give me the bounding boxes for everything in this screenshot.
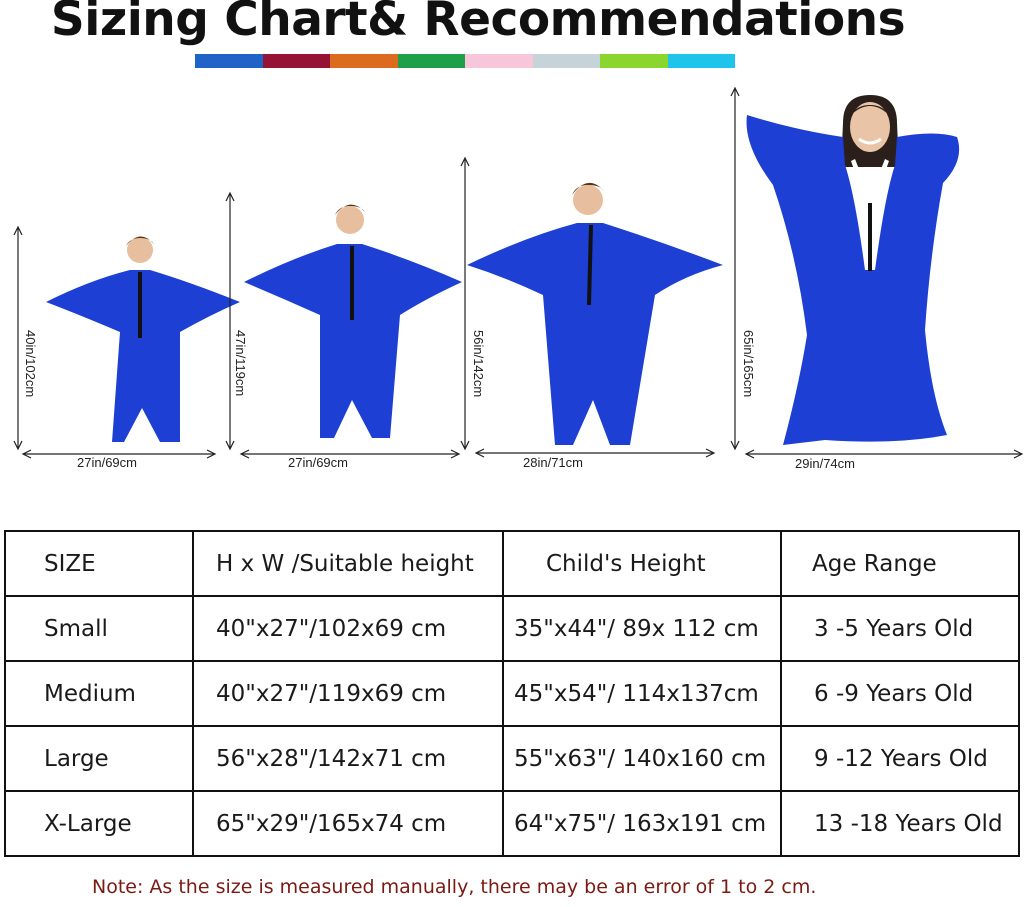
- height-label-x-large: 65in/165cm: [741, 330, 756, 398]
- table-row: Large 56"x28"/142x71 cm 55"x63"/ 140x160…: [4, 725, 1020, 792]
- header-hxw: H x W /Suitable height: [192, 530, 504, 597]
- cell-child-height: 35"x44"/ 89x 112 cm: [502, 595, 782, 662]
- cell-hxw: 56"x28"/142x71 cm: [192, 725, 504, 792]
- size-figures: 40in/102cm 27in/69cm 47in/119cm 27in/69c…: [13, 86, 1024, 471]
- sensory-suit: [746, 115, 960, 445]
- cell-age-range: 6 -9 Years Old: [780, 660, 1020, 727]
- swatch-orange: [330, 54, 398, 68]
- cell-child-height: 64"x75"/ 163x191 cm: [502, 790, 782, 857]
- cell-child-height: 45"x54"/ 114x137cm: [502, 660, 782, 727]
- figure-x-large: [730, 86, 1024, 459]
- height-label-small: 40in/102cm: [23, 330, 38, 398]
- table-header-row: SIZE H x W /Suitable height Child's Heig…: [4, 530, 1020, 597]
- child-head: [573, 185, 603, 215]
- header-age-range: Age Range: [780, 530, 1020, 597]
- figure-large: [460, 156, 723, 458]
- swatch-lime: [600, 54, 668, 68]
- cell-size: X-Large: [4, 790, 194, 857]
- cell-age-range: 9 -12 Years Old: [780, 725, 1020, 792]
- swatch-gray: [532, 54, 600, 68]
- width-label-medium: 27in/69cm: [288, 455, 348, 470]
- size-table: SIZE H x W /Suitable height Child's Heig…: [4, 530, 1020, 857]
- figure-medium: [225, 191, 462, 459]
- page-title: Sizing Chart& Recommendations: [50, 0, 906, 47]
- height-label-large: 56in/142cm: [471, 330, 486, 398]
- swatch-maroon: [262, 54, 330, 68]
- sensory-suit: [467, 223, 723, 445]
- cell-size: Medium: [4, 660, 194, 727]
- header-size: SIZE: [4, 530, 194, 597]
- swatch-green: [397, 54, 465, 68]
- child-head: [336, 206, 364, 234]
- measurement-note: Note: As the size is measured manually, …: [92, 876, 817, 898]
- table-row: Small 40"x27"/102x69 cm 35"x44"/ 89x 112…: [4, 595, 1020, 662]
- table-row: X-Large 65"x29"/165x74 cm 64"x75"/ 163x1…: [4, 790, 1020, 857]
- color-swatch-bar: [195, 54, 735, 68]
- cell-child-height: 55"x63"/ 140x160 cm: [502, 725, 782, 792]
- sensory-suit: [46, 270, 240, 442]
- cell-size: Small: [4, 595, 194, 662]
- width-label-x-large: 29in/74cm: [795, 456, 855, 471]
- width-label-large: 28in/71cm: [523, 455, 583, 470]
- child-head: [127, 237, 153, 263]
- swatch-blue: [195, 54, 263, 68]
- header-child-height: Child's Height: [502, 530, 782, 597]
- swatch-pink: [465, 54, 533, 68]
- figure-small: [13, 225, 240, 459]
- cell-hxw: 40"x27"/119x69 cm: [192, 660, 504, 727]
- height-label-medium: 47in/119cm: [233, 330, 248, 397]
- sensory-suit: [244, 244, 462, 438]
- cell-hxw: 65"x29"/165x74 cm: [192, 790, 504, 857]
- swatch-cyan: [667, 54, 735, 68]
- cell-age-range: 3 -5 Years Old: [780, 595, 1020, 662]
- cell-hxw: 40"x27"/102x69 cm: [192, 595, 504, 662]
- cell-age-range: 13 -18 Years Old: [780, 790, 1020, 857]
- cell-size: Large: [4, 725, 194, 792]
- table-row: Medium 40"x27"/119x69 cm 45"x54"/ 114x13…: [4, 660, 1020, 727]
- width-label-small: 27in/69cm: [77, 455, 137, 470]
